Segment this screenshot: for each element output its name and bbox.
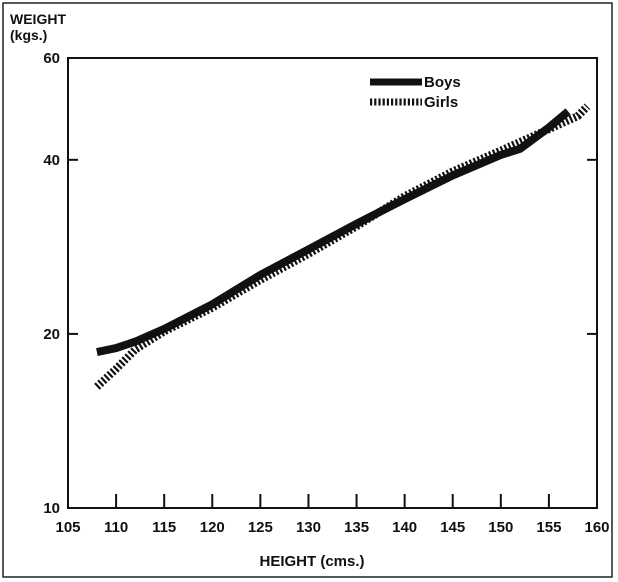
x-tick-label: 145: [440, 519, 465, 536]
series-lines: [94, 103, 591, 390]
legend-label-boys: Boys: [424, 74, 461, 91]
y-axis-title: WEIGHT: [10, 11, 66, 27]
x-tick-label: 160: [584, 519, 609, 536]
image-border: [2, 2, 613, 578]
x-tick-label: 125: [248, 519, 273, 536]
axis-ticks: 105 110 115 120 125 130 135 140 145 150 155 160 10 20…: [43, 50, 609, 536]
x-tick-label: 130: [296, 519, 321, 536]
y-tick-label: 20: [43, 326, 60, 343]
x-tick-label: 110: [104, 519, 128, 536]
y-tick-label: 60: [43, 50, 60, 67]
x-tick-label: 120: [200, 519, 225, 536]
x-tick-label: 150: [488, 519, 513, 536]
legend: Boys Girls: [370, 74, 461, 111]
series-line-boys: [96, 108, 571, 357]
x-tick-label: 135: [344, 519, 369, 536]
x-tick-label: 140: [392, 519, 417, 536]
x-tick-label: 115: [152, 519, 176, 536]
x-tick-label: 155: [536, 519, 561, 536]
y-tick-label: 10: [43, 500, 60, 517]
y-axis-unit: (kgs.): [10, 27, 47, 43]
plot-area-frame: [67, 57, 598, 509]
legend-label-girls: Girls: [424, 94, 458, 111]
x-axis-title: HEIGHT (cms.): [259, 553, 364, 570]
x-tick-label: 105: [55, 519, 80, 536]
y-tick-label: 40: [43, 152, 60, 169]
series-line-girls: [94, 103, 591, 390]
